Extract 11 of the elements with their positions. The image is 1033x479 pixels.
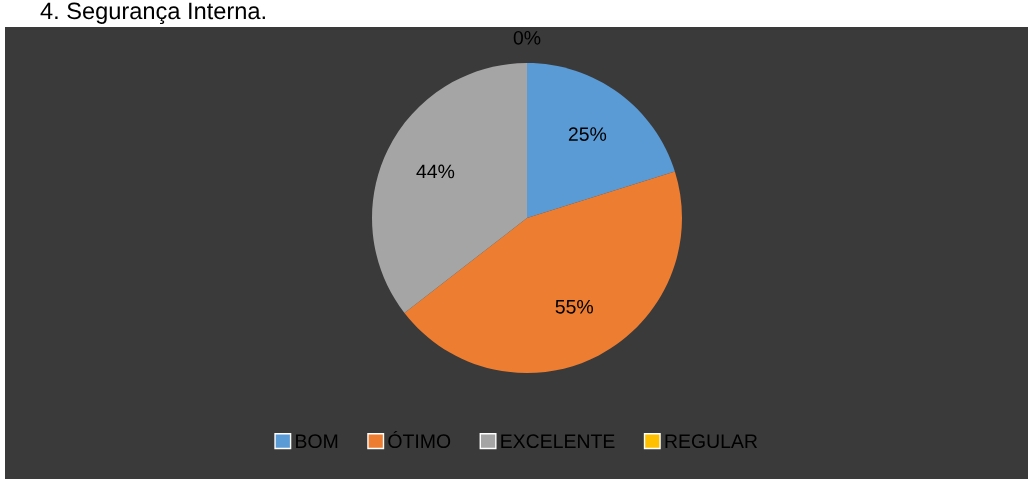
data-label: 44% bbox=[416, 164, 455, 179]
legend-label: REGULAR bbox=[665, 434, 758, 449]
chart-title: 4. Segurança Interna. bbox=[40, 2, 265, 25]
pie-slice bbox=[527, 63, 675, 218]
pie-slice bbox=[372, 63, 527, 313]
legend-label: BOM bbox=[296, 434, 338, 449]
data-label: 55% bbox=[555, 299, 593, 314]
legend-label: ÓTIMO bbox=[388, 431, 451, 449]
text: 0% bbox=[513, 30, 541, 45]
legend-label: EXCELENTE bbox=[501, 434, 615, 449]
data-label: 25% bbox=[568, 127, 607, 141]
